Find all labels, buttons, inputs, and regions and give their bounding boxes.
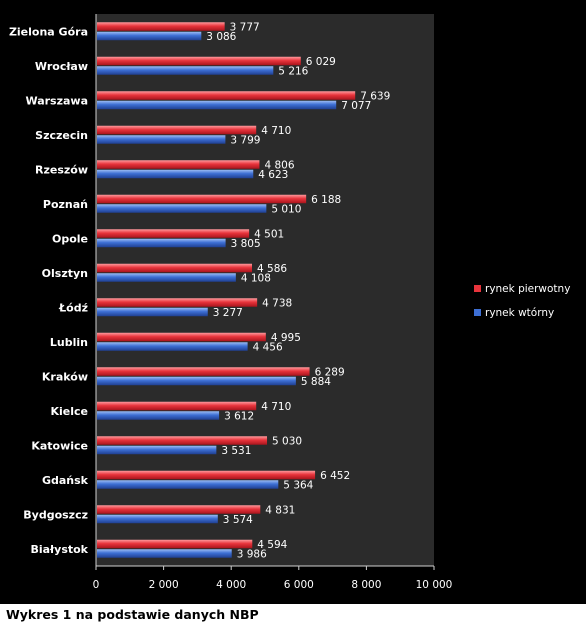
data-label: 3 986 — [237, 548, 267, 560]
bar-rynek-wtorny — [97, 514, 218, 524]
bar-rynek-wtorny — [97, 66, 274, 75]
bar-rynek-wtorny — [97, 480, 279, 489]
bar-rynek-wtorny — [97, 376, 296, 386]
bar-rynek-wtorny — [97, 31, 202, 41]
bar-rynek-pierwotny — [97, 505, 261, 514]
data-label: 5 030 — [272, 435, 302, 447]
data-label: 7 077 — [341, 100, 371, 112]
data-label: 6 188 — [311, 194, 341, 206]
data-label: 3 277 — [213, 307, 243, 319]
data-label: 5 884 — [301, 376, 331, 388]
data-label: 4 710 — [261, 401, 291, 413]
data-label: 5 216 — [278, 65, 308, 77]
bar-rynek-pierwotny — [97, 470, 316, 480]
bar-rynek-wtorny — [97, 204, 267, 213]
bar-rynek-wtorny — [97, 135, 226, 144]
bar-rynek-wtorny — [97, 238, 226, 248]
figure-caption: Wykres 1 na podstawie danych NBP — [6, 607, 259, 622]
data-label: 4 501 — [254, 228, 284, 240]
x-tick-label: 6 000 — [284, 579, 314, 591]
data-label: 6 029 — [306, 56, 336, 68]
bar-rynek-wtorny — [97, 549, 232, 558]
x-axis-ticks: 0 2 000 4 000 6 000 8 000 10 000 — [93, 566, 453, 591]
bar-rynek-wtorny — [97, 411, 220, 420]
data-label: 4 831 — [265, 504, 295, 516]
x-tick-label: 2 000 — [149, 579, 179, 591]
bar-rynek-pierwotny — [97, 22, 225, 31]
bar-rynek-wtorny — [97, 342, 248, 351]
data-label: 4 586 — [257, 263, 287, 275]
x-tick-label: 4 000 — [216, 579, 246, 591]
category-label: Lublin — [50, 336, 88, 349]
category-label: Kielce — [50, 405, 88, 418]
category-label: Rzeszów — [35, 163, 88, 176]
bar-rynek-pierwotny — [97, 160, 260, 169]
data-label: 4 710 — [261, 125, 291, 137]
legend: rynek pierwotny rynek wtórny — [474, 283, 570, 319]
category-label: Opole — [52, 232, 88, 245]
bar-rynek-wtorny — [97, 307, 208, 317]
category-label: Poznań — [43, 198, 88, 211]
bar-rynek-pierwotny — [97, 56, 301, 66]
x-tick-label: 8 000 — [351, 579, 381, 591]
category-labels: Zielona Góra Wrocław Warszawa Szczecin Rzesz… — [9, 25, 89, 556]
category-label: Bydgoszcz — [23, 508, 88, 521]
bar-rynek-wtorny — [97, 445, 217, 455]
data-label: 3 777 — [230, 21, 260, 33]
data-label: 3 574 — [223, 514, 253, 526]
data-label: 3 799 — [230, 134, 260, 146]
bar-rynek-pierwotny — [97, 401, 257, 411]
data-label: 4 623 — [258, 169, 288, 181]
bar-rynek-pierwotny — [97, 91, 356, 100]
bar-rynek-pierwotny — [97, 125, 257, 135]
data-label: 3 805 — [231, 238, 261, 250]
category-label: Warszawa — [25, 94, 88, 107]
data-label: 4 738 — [262, 297, 292, 309]
bar-rynek-pierwotny — [97, 539, 253, 549]
legend-swatch-blue — [474, 309, 481, 316]
category-label: Kraków — [42, 370, 88, 383]
data-label: 5 364 — [283, 479, 313, 491]
data-label: 5 010 — [271, 203, 301, 215]
legend-swatch-red — [474, 285, 481, 292]
bar-rynek-pierwotny — [97, 229, 250, 238]
category-label: Szczecin — [35, 129, 88, 142]
bar-rynek-pierwotny — [97, 367, 310, 376]
data-label: 4 594 — [257, 539, 287, 551]
data-label: 6 289 — [315, 366, 345, 378]
category-label: Łódź — [58, 301, 88, 314]
data-label: 4 456 — [253, 341, 283, 353]
category-label: Białystok — [30, 543, 88, 556]
category-label: Wrocław — [35, 60, 88, 73]
category-label: Katowice — [31, 439, 88, 452]
bar-rynek-wtorny — [97, 169, 254, 179]
data-label: 3 531 — [221, 445, 251, 457]
bar-rynek-pierwotny — [97, 332, 266, 342]
data-label: 7 639 — [360, 90, 390, 102]
bar-rynek-pierwotny — [97, 436, 268, 445]
bar-rynek-wtorny — [97, 100, 337, 110]
legend-label: rynek wtórny — [485, 307, 554, 319]
bar-rynek-pierwotny — [97, 263, 253, 273]
category-label: Olsztyn — [42, 267, 88, 280]
legend-label: rynek pierwotny — [485, 283, 570, 295]
data-label: 4 806 — [264, 159, 294, 171]
data-label: 6 452 — [320, 470, 350, 482]
x-tick-label: 0 — [93, 579, 100, 591]
data-label: 3 086 — [206, 31, 236, 43]
category-label: Gdańsk — [42, 474, 89, 487]
bar-rynek-wtorny — [97, 273, 236, 282]
x-tick-label: 10 000 — [416, 579, 453, 591]
data-label: 3 612 — [224, 410, 254, 422]
data-label: 4 108 — [241, 272, 271, 284]
bar-rynek-pierwotny — [97, 194, 307, 204]
category-label: Zielona Góra — [9, 25, 88, 38]
bar-rynek-pierwotny — [97, 298, 258, 307]
data-label: 4 995 — [271, 332, 301, 344]
